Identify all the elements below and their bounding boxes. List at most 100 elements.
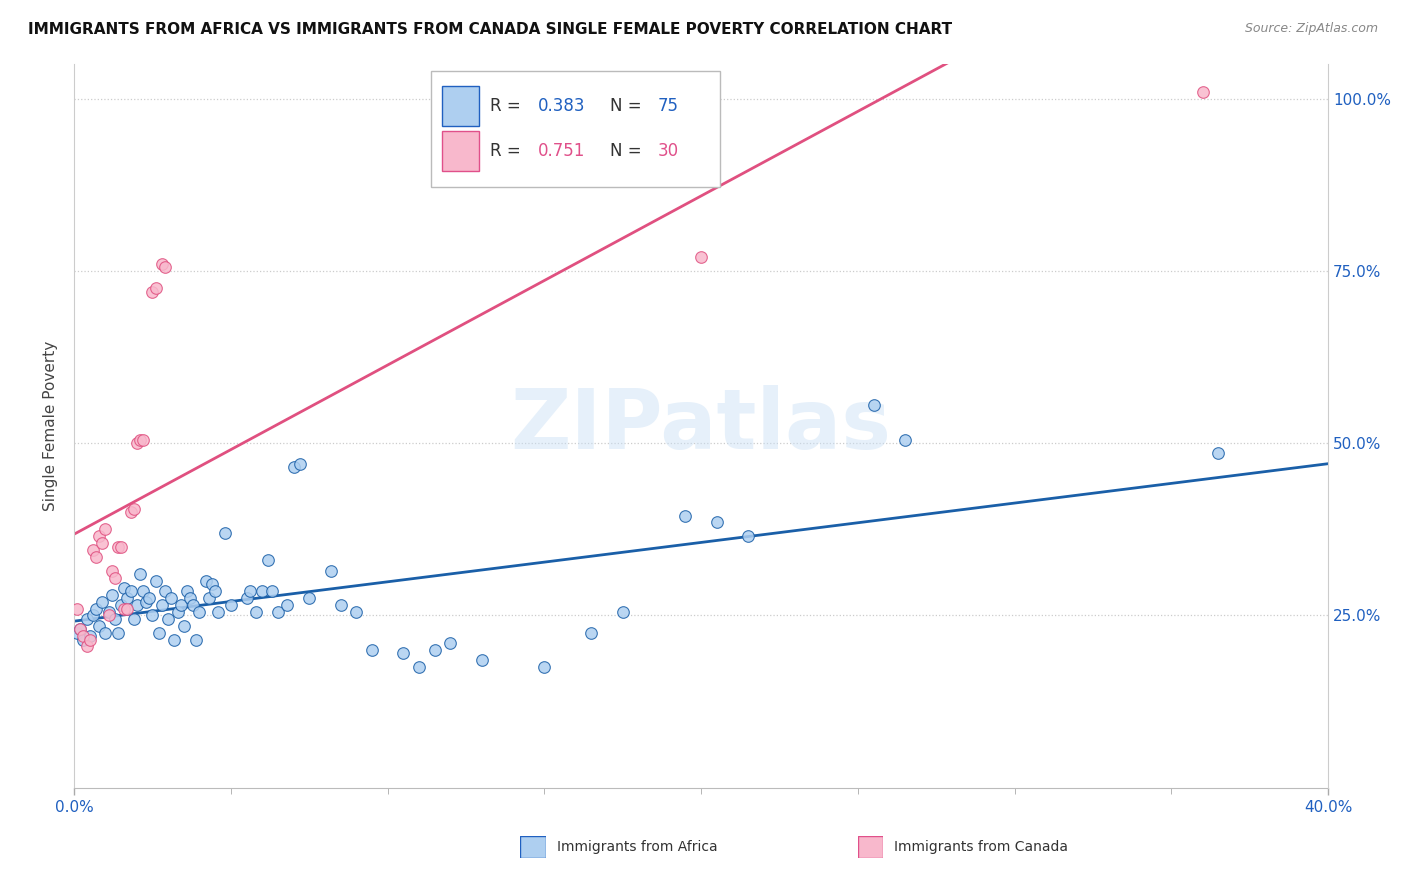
Point [79,629,101,643]
Text: R =: R = [491,142,526,160]
Point [120,584,142,599]
Text: 30: 30 [657,142,678,160]
Point [141,285,163,299]
Point [148,625,170,640]
Point [122,501,145,516]
Point [181,598,204,612]
Point [112,581,135,595]
Point [194,574,217,588]
Point [153,584,176,599]
Point [201,577,224,591]
Point [129,567,152,582]
Point [219,598,242,612]
Point [76,612,98,626]
Point [170,598,193,612]
Point [117,601,139,615]
Point [91,595,114,609]
Point [69,622,91,636]
Point [186,632,208,647]
Point [173,619,195,633]
Point [66,625,89,640]
Point [235,591,257,606]
Point [298,591,321,606]
Point [82,543,104,558]
Point [288,457,311,471]
Point [257,553,280,567]
Point [84,601,107,615]
Point [245,605,267,619]
Text: Immigrants from Africa: Immigrants from Africa [557,840,717,854]
Text: 0.383: 0.383 [538,97,585,115]
Point [110,540,132,554]
Text: ZIPatlas: ZIPatlas [510,385,891,467]
Point [66,601,89,615]
Point [97,605,120,619]
Text: 0.751: 0.751 [538,142,585,160]
Point [94,522,117,536]
Point [138,591,160,606]
Point [76,640,98,654]
Text: R =: R = [491,97,526,115]
Point [894,433,917,447]
Point [361,643,384,657]
Point [166,605,188,619]
Point [204,584,226,599]
Point [533,660,555,674]
Point [135,595,157,609]
Point [564,85,586,99]
Point [423,643,446,657]
Point [471,653,494,667]
Text: Immigrants from Canada: Immigrants from Canada [894,840,1069,854]
Point [163,632,186,647]
Point [141,608,163,623]
Point [250,584,273,599]
Point [110,598,132,612]
Point [737,529,759,543]
Point [176,584,198,599]
Point [214,525,236,540]
Text: 75: 75 [657,97,678,115]
Point [79,632,101,647]
Point [612,605,634,619]
Text: N =: N = [610,97,647,115]
Point [89,619,111,633]
Point [239,584,262,599]
Point [104,612,127,626]
Point [132,584,155,599]
Bar [441,131,479,170]
Point [260,584,283,599]
Text: N =: N = [610,142,647,160]
Point [112,601,135,615]
Point [145,574,167,588]
Point [207,605,229,619]
Bar [441,87,479,126]
FancyBboxPatch shape [432,71,720,187]
Point [267,605,290,619]
Point [179,591,201,606]
Point [104,570,127,584]
Point [1208,446,1230,460]
Point [321,564,343,578]
Point [132,433,155,447]
Point [72,629,94,643]
Point [188,605,211,619]
Point [198,591,221,606]
Point [675,508,697,523]
Point [392,646,415,660]
Point [581,625,603,640]
Point [97,608,120,623]
Point [69,622,91,636]
Text: IMMIGRANTS FROM AFRICA VS IMMIGRANTS FROM CANADA SINGLE FEMALE POVERTY CORRELATI: IMMIGRANTS FROM AFRICA VS IMMIGRANTS FRO… [28,22,952,37]
Point [706,516,728,530]
Point [344,605,367,619]
Point [1191,85,1213,99]
Point [122,612,145,626]
Point [329,598,352,612]
Point [91,536,114,550]
Y-axis label: Single Female Poverty: Single Female Poverty [44,341,58,511]
Point [276,598,298,612]
Point [145,281,167,295]
Point [117,591,139,606]
Point [160,591,183,606]
Point [690,250,713,264]
